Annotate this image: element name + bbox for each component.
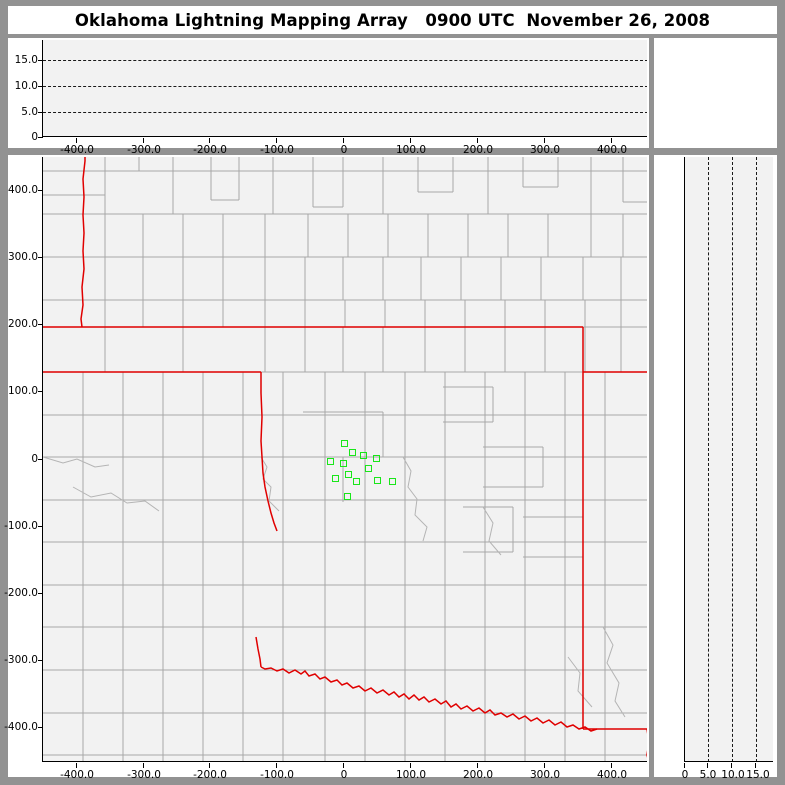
height-distance-plot-area[interactable]: [684, 157, 773, 762]
xtick-label-200: 200.0: [462, 144, 494, 156]
map-xtick-label-0: 0: [340, 769, 348, 781]
title-bar: Oklahoma Lightning Mapping Array 0900 UT…: [8, 6, 777, 34]
lightning-source-marker: [344, 493, 351, 500]
ytick-mark-5: [38, 112, 43, 114]
page-title: Oklahoma Lightning Mapping Array 0900 UT…: [74, 10, 711, 30]
lightning-source-marker: [373, 455, 380, 462]
map-xtick-mark-300: [544, 763, 546, 768]
gridline-5: [43, 112, 647, 113]
map-xtick-mark-n200: [209, 763, 211, 768]
map-xtick-label-100: 100.0: [395, 769, 427, 781]
xtick-label-n100: -100.0: [260, 144, 294, 156]
map-ytick-mark-n100: [38, 526, 43, 528]
map-xtick-mark-n100: [276, 763, 278, 768]
right-xtick-mark-10: [731, 763, 733, 768]
map-ytick-label-100: 100.0: [7, 385, 38, 397]
gridline-x10: [732, 157, 733, 761]
xtick-label-n400: -400.0: [60, 144, 94, 156]
map-ytick-label-n400: -400.0: [4, 721, 38, 733]
plan-view-plot-area[interactable]: [42, 157, 647, 762]
map-ytick-label-n300: -300.0: [4, 654, 38, 666]
gridline-15: [43, 60, 647, 61]
xtick-label-n300: -300.0: [127, 144, 161, 156]
xtick-mark-300: [544, 138, 546, 143]
xtick-mark-400: [611, 138, 613, 143]
xtick-label-0: 0: [340, 144, 348, 156]
map-xtick-mark-200: [477, 763, 479, 768]
map-xtick-mark-400: [611, 763, 613, 768]
lightning-source-marker: [389, 478, 396, 485]
map-ytick-mark-200: [38, 324, 43, 326]
ytick-label-10: 10.0: [14, 80, 38, 92]
map-xtick-label-n200: -200.0: [193, 769, 227, 781]
map-xtick-label-n300: -300.0: [127, 769, 161, 781]
map-ytick-mark-0: [38, 459, 43, 461]
map-ytick-mark-300: [38, 257, 43, 259]
ytick-label-5: 5.0: [21, 106, 38, 118]
xtick-mark-0: [343, 138, 345, 143]
lightning-source-marker: [349, 449, 356, 456]
xtick-mark-n100: [276, 138, 278, 143]
xtick-mark-200: [477, 138, 479, 143]
ytick-mark-0: [38, 137, 43, 139]
xtick-label-400: 400.0: [596, 144, 628, 156]
lightning-source-marker: [340, 460, 347, 467]
map-xtick-mark-0: [343, 763, 345, 768]
map-xtick-label-n400: -400.0: [60, 769, 94, 781]
xtick-label-300: 300.0: [529, 144, 561, 156]
county-and-state-map: [43, 157, 647, 761]
top-right-panel: [654, 38, 777, 148]
right-xtick-mark-0: [684, 763, 686, 768]
ytick-mark-10: [38, 86, 43, 88]
map-ytick-label-0: 0: [31, 453, 38, 465]
xtick-mark-n400: [76, 138, 78, 143]
right-xtick-label-5: 5.0: [699, 769, 717, 781]
right-xtick-label-15: 15.0: [746, 769, 770, 781]
map-ytick-mark-n400: [38, 727, 43, 729]
ytick-label-0: 0: [31, 131, 38, 143]
lightning-source-marker: [327, 458, 334, 465]
xtick-label-100: 100.0: [395, 144, 427, 156]
lightning-source-marker: [332, 475, 339, 482]
lightning-source-marker: [374, 477, 381, 484]
right-xtick-label-0: 0: [681, 769, 689, 781]
time-height-plot-area: [42, 40, 647, 137]
lightning-source-marker: [360, 452, 367, 459]
right-xtick-label-10: 10.0: [721, 769, 745, 781]
right-xtick-mark-15: [755, 763, 757, 768]
lightning-source-marker: [365, 465, 372, 472]
map-xtick-label-400: 400.0: [596, 769, 628, 781]
gridline-x15: [756, 157, 757, 761]
right-xtick-mark-5: [707, 763, 709, 768]
xtick-mark-100: [410, 138, 412, 143]
map-ytick-mark-n200: [38, 593, 43, 595]
map-ytick-mark-n300: [38, 660, 43, 662]
map-xtick-label-200: 200.0: [462, 769, 494, 781]
lightning-source-marker: [345, 471, 352, 478]
map-ytick-mark-100: [38, 391, 43, 393]
map-ytick-label-300: 300.0: [7, 251, 38, 263]
map-ytick-label-n200: -200.0: [4, 587, 38, 599]
map-ytick-label-400: 400.0: [7, 184, 38, 196]
map-ytick-mark-400: [38, 190, 43, 192]
xtick-mark-n300: [143, 138, 145, 143]
lightning-source-marker: [353, 478, 360, 485]
xtick-label-n200: -200.0: [193, 144, 227, 156]
ytick-mark-15: [38, 60, 43, 62]
map-xtick-label-300: 300.0: [529, 769, 561, 781]
map-xtick-label-n100: -100.0: [260, 769, 294, 781]
map-ytick-label-200: 200.0: [7, 318, 38, 330]
gridline-x5: [708, 157, 709, 761]
ytick-label-15: 15.0: [14, 54, 38, 66]
xtick-mark-n200: [209, 138, 211, 143]
map-xtick-mark-100: [410, 763, 412, 768]
lightning-source-marker: [341, 440, 348, 447]
map-xtick-mark-n300: [143, 763, 145, 768]
map-ytick-label-n100: -100.0: [4, 520, 38, 532]
gridline-10: [43, 86, 647, 87]
map-xtick-mark-n400: [76, 763, 78, 768]
